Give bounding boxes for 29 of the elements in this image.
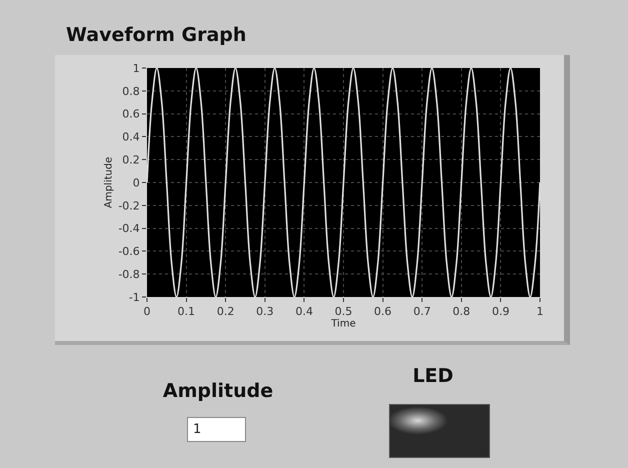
text: Amplitude: [162, 380, 274, 402]
y-tick-label: -0.2: [118, 199, 140, 212]
y-tick-label: 0.4: [122, 130, 140, 144]
y-tick-label: -1: [128, 290, 140, 304]
x-tick-label: 0.1: [178, 305, 196, 318]
y-tick-label: 1: [132, 62, 140, 75]
x-axis-title: Time: [330, 318, 356, 330]
x-tick-label: 0.9: [492, 305, 510, 318]
y-tick-label: 0.2: [122, 153, 140, 166]
number-field: 1: [187, 417, 246, 442]
line-series: [147, 68, 540, 297]
x-tick-label: 0.6: [374, 305, 392, 318]
text: LED: [412, 365, 454, 387]
y-tick-label: -0.4: [118, 222, 140, 236]
x-tick-label: 0: [144, 305, 150, 318]
x-tick-label: 0.2: [216, 305, 234, 318]
x-tick-label: 0.5: [334, 305, 352, 318]
x-tick-label: 0.4: [295, 305, 313, 318]
y-tick-label: 0: [132, 176, 140, 190]
y-axis-title: Amplitude: [103, 156, 114, 208]
y-tick-label: -0.8: [118, 268, 140, 281]
x-tick-label: 0.7: [413, 305, 431, 318]
x-tick-label: 0.3: [256, 305, 274, 318]
y-tick-label: 0.6: [122, 108, 140, 121]
y-tick-label: 0.8: [122, 84, 140, 98]
x-tick-label: 0.8: [452, 305, 470, 318]
y-tick-label: -0.6: [118, 245, 140, 258]
x-tick-label: 1: [536, 305, 544, 318]
chart-title: Waveform Graph: [66, 24, 246, 46]
